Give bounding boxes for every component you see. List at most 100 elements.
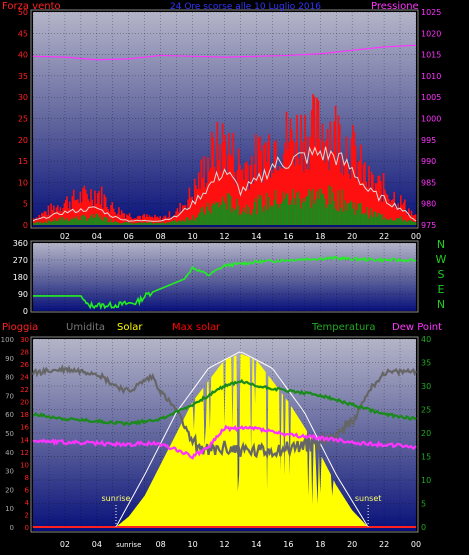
gust-bar xyxy=(203,156,205,225)
wind-speed-bar xyxy=(280,203,282,225)
gust-bar xyxy=(284,142,286,225)
panel1-series xyxy=(32,44,417,226)
wind-speed-bar xyxy=(257,194,260,225)
gust-bar xyxy=(123,213,126,225)
wind-speed-bar xyxy=(122,223,124,225)
wind-speed-bar xyxy=(192,215,195,225)
gust-bar xyxy=(314,146,317,225)
wind-speed-bar xyxy=(189,219,192,225)
wind-speed-bar xyxy=(92,218,95,225)
wind-speed-bar xyxy=(376,216,378,225)
umidita-label: Umidita xyxy=(66,322,105,333)
gust-bar xyxy=(59,207,62,225)
wind-speed-bar xyxy=(106,217,108,225)
wind-speed-bar xyxy=(398,218,401,225)
gust-bar xyxy=(349,179,352,225)
gust-bar xyxy=(277,170,280,225)
wind-speed-bar xyxy=(269,207,272,225)
wind-speed-bar xyxy=(55,221,58,225)
wind-speed-bar xyxy=(135,222,138,225)
gust-bar xyxy=(165,218,168,225)
wind-speed-bar xyxy=(320,188,322,225)
wind-speed-bar xyxy=(183,219,185,225)
wind-speed-bar xyxy=(179,219,181,225)
temperature-y-tick: 30 xyxy=(421,382,431,391)
rain-y-tick: 18 xyxy=(20,411,29,419)
gust-bar xyxy=(215,174,217,225)
gust-bar xyxy=(120,210,123,225)
gust-bar xyxy=(301,141,304,225)
gust-bar xyxy=(84,189,87,225)
wind-speed-bar xyxy=(216,202,219,225)
wind-speed-bar xyxy=(215,201,217,225)
gust-bar xyxy=(376,183,378,225)
gust-bar xyxy=(269,177,272,225)
gust-bar xyxy=(342,175,345,225)
temperature-line xyxy=(32,378,417,427)
gust-bar xyxy=(396,207,398,225)
wind-speed-bar xyxy=(70,219,72,225)
wind-speed-bar xyxy=(83,215,86,225)
wind-speed-bar xyxy=(310,207,313,225)
wind-speed-bar xyxy=(164,223,167,225)
wind-speed-bar xyxy=(180,221,183,225)
wind-speed-bar xyxy=(337,190,340,225)
gust-bar xyxy=(207,157,209,225)
gust-bar xyxy=(381,201,384,225)
gust-bar xyxy=(132,218,135,225)
temperature-y-tick: 40 xyxy=(421,335,431,344)
compass-letter: S xyxy=(438,268,445,281)
wind-speed-bar xyxy=(397,218,400,225)
wind-speed-bar xyxy=(277,208,280,225)
panel1-axes: 0510152025303540455097598098599099510001… xyxy=(18,8,442,241)
wind-speed-bar xyxy=(271,205,273,225)
wind-speed-bar xyxy=(241,211,244,225)
gust-bar xyxy=(51,209,54,225)
wind-speed-bar xyxy=(275,190,277,225)
gust-bar xyxy=(219,144,221,225)
gust-bar xyxy=(72,189,75,225)
wind-speed-bar xyxy=(374,211,377,225)
gust-bar xyxy=(401,205,404,225)
wind-speed-bar xyxy=(301,202,304,225)
wind-speed-bar xyxy=(261,207,264,225)
wind-speed-bar xyxy=(191,220,193,225)
wind-speed-bar xyxy=(150,222,152,225)
gust-bar xyxy=(143,213,146,225)
wind-speed-bar xyxy=(175,221,177,225)
wind-speed-bar xyxy=(34,223,36,225)
wind-speed-bar xyxy=(388,219,390,225)
gust-bar xyxy=(348,173,350,225)
wind-speed-bar xyxy=(356,209,358,225)
gust-bar xyxy=(92,206,95,225)
wind-speed-bar xyxy=(80,216,83,225)
wind-speed-bar xyxy=(155,223,157,225)
panel3-x-tick: 02 xyxy=(60,540,70,549)
wind-speed-bar xyxy=(52,221,55,225)
wind-y-tick: 25 xyxy=(18,115,28,124)
gust-bar xyxy=(48,214,51,225)
temperature-y-tick: 25 xyxy=(421,406,431,415)
wind-speed-bar xyxy=(385,219,388,225)
panel3-x-tick: 14 xyxy=(251,540,261,549)
wind-speed-bar xyxy=(139,223,142,225)
gust-bar xyxy=(146,214,148,225)
gust-bar xyxy=(388,199,390,225)
panel2-axes: 0 90 180 270 360 xyxy=(13,239,28,316)
wind-speed-bar xyxy=(124,221,127,225)
rain-y-tick: 6 xyxy=(25,486,30,494)
panel1-x-tick: 02 xyxy=(60,232,70,241)
dew-point-label: Dew Point xyxy=(392,322,442,333)
wind-speed-bar xyxy=(373,212,376,225)
panel1-x-tick: 06 xyxy=(124,232,134,241)
wind-speed-bar xyxy=(384,217,386,225)
gust-bar xyxy=(195,185,197,225)
gust-bar xyxy=(64,199,67,225)
gust-bar xyxy=(357,162,360,225)
wind-speed-bar xyxy=(33,222,35,225)
gust-bar xyxy=(345,136,348,225)
gust-bar xyxy=(232,133,235,225)
wind-speed-bar xyxy=(362,213,365,225)
wind-speed-bar xyxy=(181,220,184,225)
